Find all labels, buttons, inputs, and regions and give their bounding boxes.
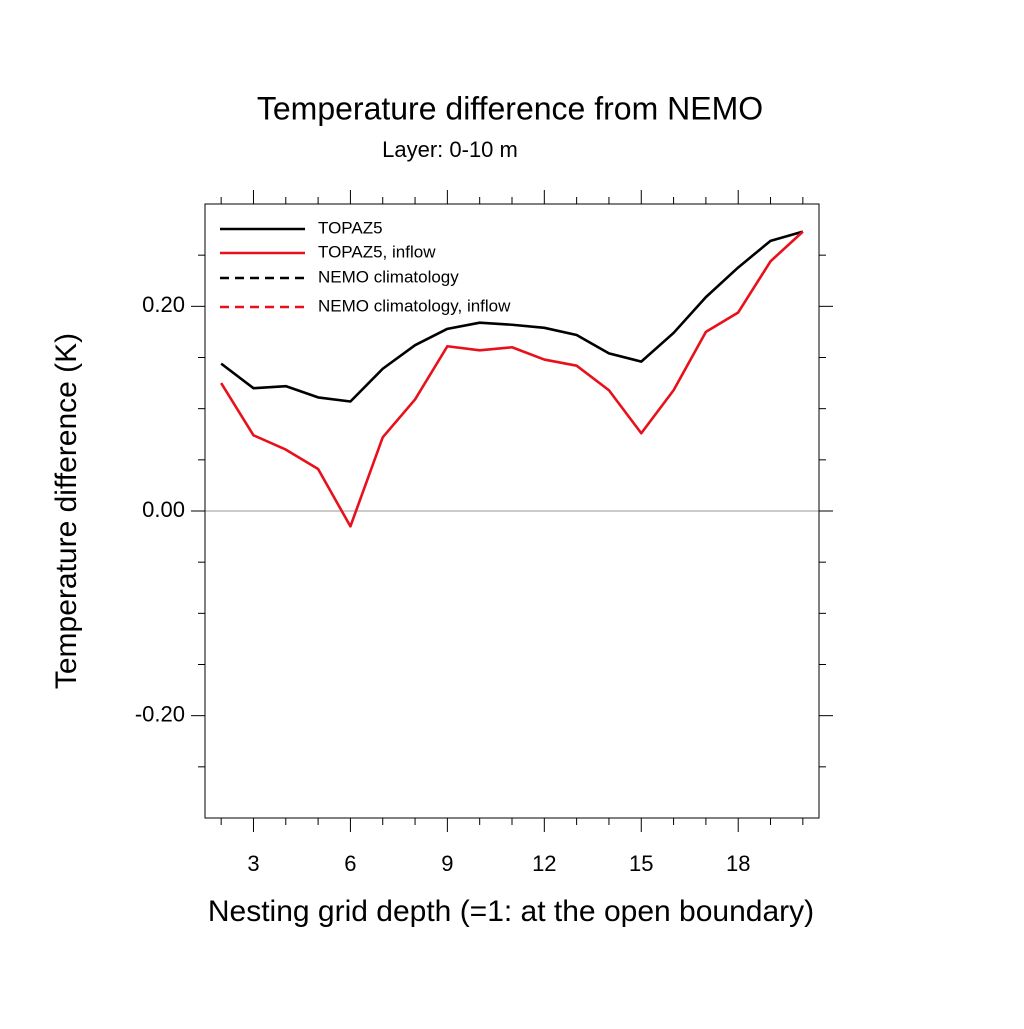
x-tick-label: 18 xyxy=(726,851,750,876)
x-tick-label: 6 xyxy=(344,851,356,876)
x-tick-label: 15 xyxy=(629,851,653,876)
x-tick-label: 12 xyxy=(532,851,556,876)
y-tick-label: -0.20 xyxy=(135,701,185,726)
y-tick-label: 0.20 xyxy=(142,292,185,317)
legend-label: TOPAZ5 xyxy=(318,218,383,237)
legend-label: NEMO climatology xyxy=(318,267,459,286)
legend-label: TOPAZ5, inflow xyxy=(318,242,436,261)
legend-label: NEMO climatology, inflow xyxy=(318,296,511,315)
data-line xyxy=(220,230,804,403)
y-tick-label: 0.00 xyxy=(142,497,185,522)
chart-title: Temperature difference from NEMO xyxy=(257,90,763,126)
x-tick-label: 9 xyxy=(441,851,453,876)
x-axis-label: Nesting grid depth (=1: at the open boun… xyxy=(208,895,814,928)
x-tick-label: 3 xyxy=(247,851,259,876)
data-line xyxy=(220,230,804,528)
chart-subtitle: Layer: 0-10 m xyxy=(382,137,518,162)
y-axis-label: Temperature difference (K) xyxy=(50,333,83,689)
